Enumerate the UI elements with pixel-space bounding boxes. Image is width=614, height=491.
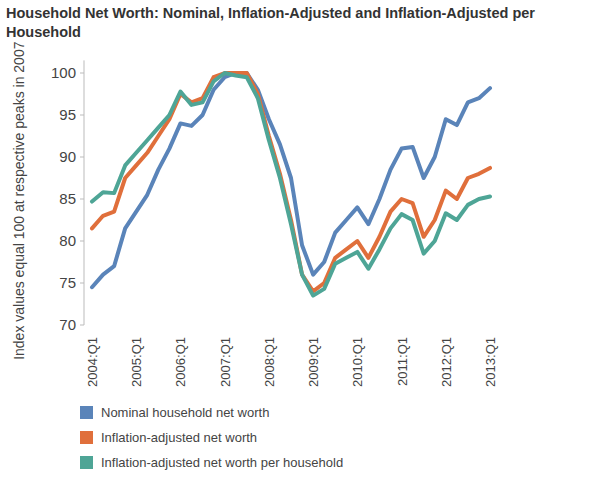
x-tick-label: 2012:Q1 bbox=[439, 337, 454, 387]
legend-label: Inflation-adjusted net worth per househo… bbox=[101, 455, 343, 470]
x-tick-label: 2004:Q1 bbox=[85, 337, 100, 387]
x-tick-label: 2008:Q1 bbox=[262, 337, 277, 387]
y-axis-line bbox=[84, 60, 85, 325]
legend-swatch bbox=[80, 456, 93, 469]
series-line bbox=[92, 73, 490, 287]
y-tick bbox=[80, 241, 84, 242]
legend-swatch bbox=[80, 406, 93, 419]
y-tick-label: 80 bbox=[59, 232, 76, 249]
legend-label: Nominal household net worth bbox=[101, 405, 269, 420]
y-tick-label: 85 bbox=[59, 190, 76, 207]
x-tick-label: 2009:Q1 bbox=[306, 337, 321, 387]
y-axis-label: Index values equal 100 at respective pea… bbox=[11, 41, 27, 360]
series-line bbox=[92, 73, 490, 296]
legend-swatch bbox=[80, 431, 93, 444]
y-tick-label: 90 bbox=[59, 148, 76, 165]
y-tick-label: 100 bbox=[51, 64, 76, 81]
y-tick bbox=[80, 115, 84, 116]
y-tick-label: 75 bbox=[59, 274, 76, 291]
y-tick-label: 95 bbox=[59, 106, 76, 123]
title: Household Net Worth: Nominal, Inflation-… bbox=[6, 4, 606, 42]
x-tick-label: 2011:Q1 bbox=[395, 337, 410, 386]
y-tick bbox=[80, 73, 84, 74]
x-tick-label: 2010:Q1 bbox=[350, 337, 365, 387]
y-tick-label: 70 bbox=[59, 316, 76, 333]
x-tick-label: 2006:Q1 bbox=[173, 337, 188, 387]
y-tick bbox=[80, 157, 84, 158]
y-tick bbox=[80, 283, 84, 284]
plot-area bbox=[92, 73, 490, 296]
x-tick-label: 2007:Q1 bbox=[218, 337, 233, 387]
series-line bbox=[92, 73, 490, 291]
x-tick-label: 2005:Q1 bbox=[129, 337, 144, 387]
y-tick bbox=[80, 325, 84, 326]
legend-label: Inflation-adjusted net worth bbox=[101, 430, 257, 445]
y-tick bbox=[80, 199, 84, 200]
x-tick-label: 2013:Q1 bbox=[483, 337, 498, 387]
